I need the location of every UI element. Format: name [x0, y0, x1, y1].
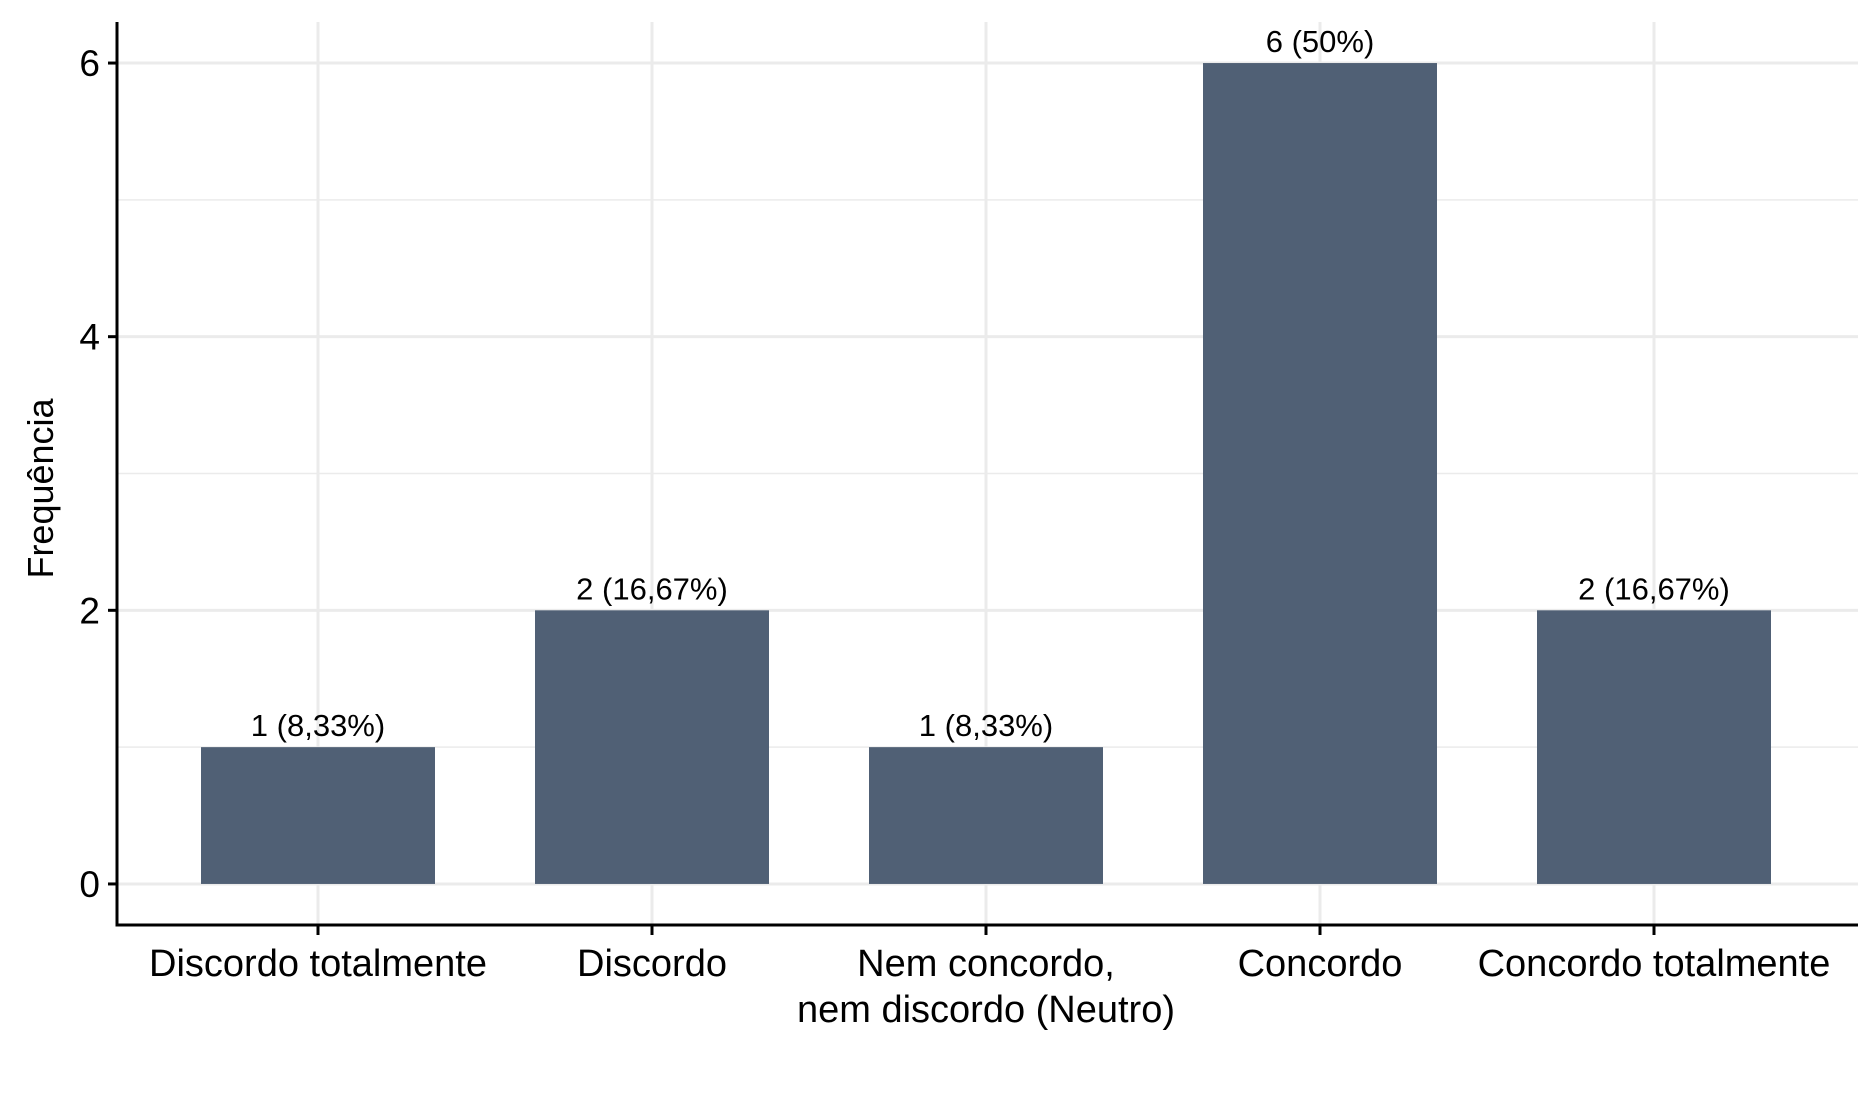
- bar: [869, 747, 1103, 884]
- x-tick-label: Discordo: [577, 943, 727, 985]
- bar: [1203, 63, 1437, 884]
- bar-data-label: 6 (50%): [1266, 24, 1375, 59]
- x-tick-label: nem discordo (Neutro): [797, 989, 1175, 1031]
- bar-data-label: 1 (8,33%): [251, 708, 385, 743]
- y-tick-label: 2: [79, 590, 100, 631]
- x-tick-label: Discordo totalmente: [149, 943, 487, 985]
- y-ticks: 0 2 4 6: [79, 43, 117, 905]
- bar-data-label: 2 (16,67%): [1578, 571, 1730, 606]
- bar: [1537, 610, 1771, 884]
- bar-data-label: 1 (8,33%): [919, 708, 1053, 743]
- bar: [535, 610, 769, 884]
- bar: [201, 747, 435, 884]
- x-tick-label: Nem concordo,: [857, 943, 1115, 985]
- x-tick-label: Concordo: [1238, 943, 1403, 985]
- y-tick-label: 4: [79, 317, 100, 358]
- y-tick-label: 6: [79, 43, 100, 84]
- x-tick-label: Concordo totalmente: [1478, 943, 1831, 985]
- y-axis-title: Frequência: [20, 397, 61, 578]
- y-tick-label: 0: [79, 864, 100, 905]
- x-ticks: Discordo totalmente Discordo Nem concordo,…: [149, 925, 1830, 1031]
- bar-data-labels: 1 (8,33%) 2 (16,67%) 1 (8,33%) 6 (50%) 2 (16…: [251, 24, 1730, 743]
- bars: [201, 63, 1771, 884]
- bar-data-label: 2 (16,67%): [576, 571, 728, 606]
